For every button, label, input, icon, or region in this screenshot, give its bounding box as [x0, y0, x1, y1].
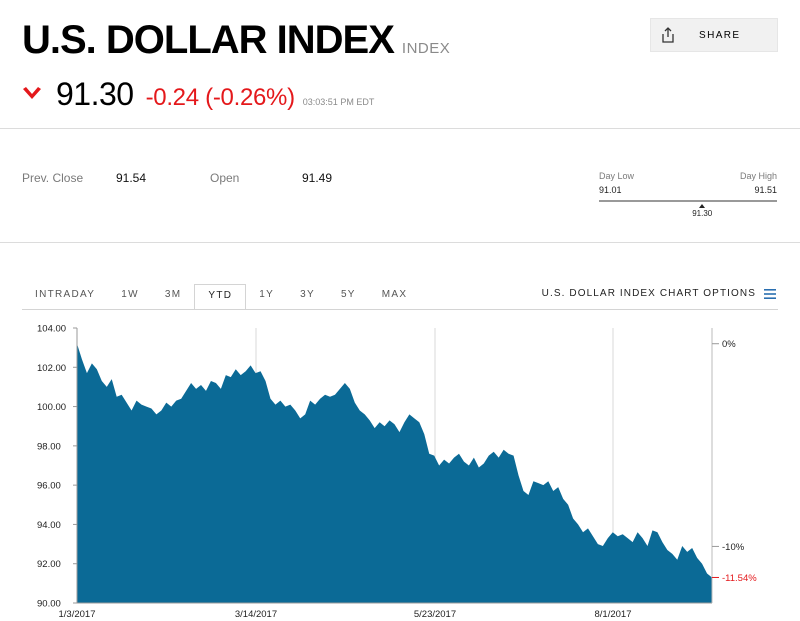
last-price: 91.30	[56, 76, 134, 112]
timeframe-tabs: INTRADAY 1W 3M YTD 1Y 3Y 5Y MAX	[22, 284, 420, 310]
open-label: Open	[210, 171, 240, 185]
current-price-label: 91.30	[692, 209, 713, 218]
day-high-label: Day High	[739, 171, 777, 181]
day-low-value: 91.01	[599, 185, 622, 195]
tab-ytd[interactable]: YTD	[194, 284, 247, 310]
chart-options-button[interactable]: U.S. DOLLAR INDEX CHART OPTIONS	[542, 288, 776, 299]
divider	[0, 128, 800, 129]
y-tick-label: 98.00	[37, 441, 61, 452]
tab-5y[interactable]: 5Y	[340, 289, 356, 300]
x-tick-label: 5/23/2017	[414, 609, 456, 620]
day-range: Day Low Day High 91.01 91.51 91.30	[599, 171, 777, 221]
pct-tick-label: -10%	[722, 542, 745, 553]
divider	[0, 242, 800, 243]
prev-close-value: 91.54	[116, 171, 147, 185]
current-price-marker	[699, 204, 706, 208]
tab-1w[interactable]: 1W	[121, 289, 139, 300]
price-change: -0.24 (-0.26%)	[145, 84, 296, 111]
share-label: SHARE	[699, 29, 741, 41]
tab-max[interactable]: MAX	[381, 289, 408, 300]
tabs-underline	[22, 309, 778, 310]
price-row: 91.30 -0.24 (-0.26%) 03:03:51 PM EDT	[22, 74, 374, 114]
menu-icon	[764, 288, 776, 299]
price-chart: 104.00 102.00 100.00 98.00 96.00 94.00 92.00 90…	[0, 318, 800, 621]
day-high-value: 91.51	[754, 185, 777, 195]
x-tick-label: 1/3/2017	[59, 609, 96, 620]
page-title: U.S. DOLLAR INDEX	[22, 18, 395, 62]
instrument-type: INDEX	[401, 40, 451, 57]
y-tick-label: 92.00	[37, 559, 61, 570]
open-value: 91.49	[302, 171, 333, 185]
tab-1y[interactable]: 1Y	[259, 289, 275, 300]
title-row: U.S. DOLLAR INDEX INDEX	[22, 18, 450, 62]
share-button[interactable]: SHARE	[650, 18, 778, 52]
tab-3y[interactable]: 3Y	[300, 289, 315, 300]
tab-intraday[interactable]: INTRADAY	[35, 289, 96, 300]
quote-stats: Prev. Close 91.54 Open 91.49	[22, 171, 782, 221]
area-chart: 104.00 102.00 100.00 98.00 96.00 94.00 92.00 90…	[37, 324, 757, 621]
x-tick-label: 3/14/2017	[235, 609, 277, 620]
y-tick-label: 94.00	[37, 520, 61, 531]
quote-header: U.S. DOLLAR INDEX INDEX SHARE 91.30 -0.2…	[22, 14, 782, 124]
day-range-bar	[599, 200, 777, 202]
quote-time: 03:03:51 PM EDT	[302, 97, 375, 107]
y-tick-label: 96.00	[37, 481, 61, 492]
y-tick-label: 102.00	[37, 363, 66, 374]
prev-close-label: Prev. Close	[22, 171, 84, 185]
tab-3m[interactable]: 3M	[164, 289, 182, 300]
chart-options-label: U.S. DOLLAR INDEX CHART OPTIONS	[541, 288, 756, 299]
y-tick-label: 100.00	[37, 402, 66, 413]
y-tick-label: 90.00	[37, 599, 61, 610]
day-low-label: Day Low	[599, 171, 635, 181]
price-area	[77, 343, 712, 603]
down-arrow-icon	[23, 87, 41, 99]
share-icon	[662, 27, 674, 43]
y-tick-label: 104.00	[37, 324, 66, 335]
last-change-label: -11.54%	[722, 573, 757, 584]
x-tick-label: 8/1/2017	[595, 609, 632, 620]
pct-tick-label: 0%	[722, 339, 736, 350]
